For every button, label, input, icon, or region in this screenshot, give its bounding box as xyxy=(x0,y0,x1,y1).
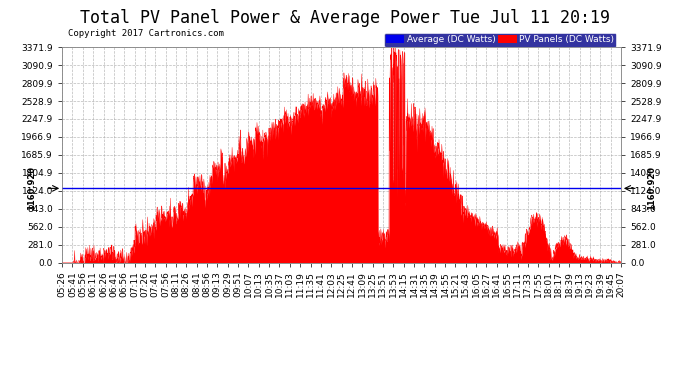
Text: Copyright 2017 Cartronics.com: Copyright 2017 Cartronics.com xyxy=(68,29,224,38)
Text: Total PV Panel Power & Average Power Tue Jul 11 20:19: Total PV Panel Power & Average Power Tue… xyxy=(80,9,610,27)
Legend: Average (DC Watts), PV Panels (DC Watts): Average (DC Watts), PV Panels (DC Watts) xyxy=(384,33,616,46)
Text: 1160.920: 1160.920 xyxy=(27,166,36,210)
Text: 1160.920: 1160.920 xyxy=(647,166,656,210)
